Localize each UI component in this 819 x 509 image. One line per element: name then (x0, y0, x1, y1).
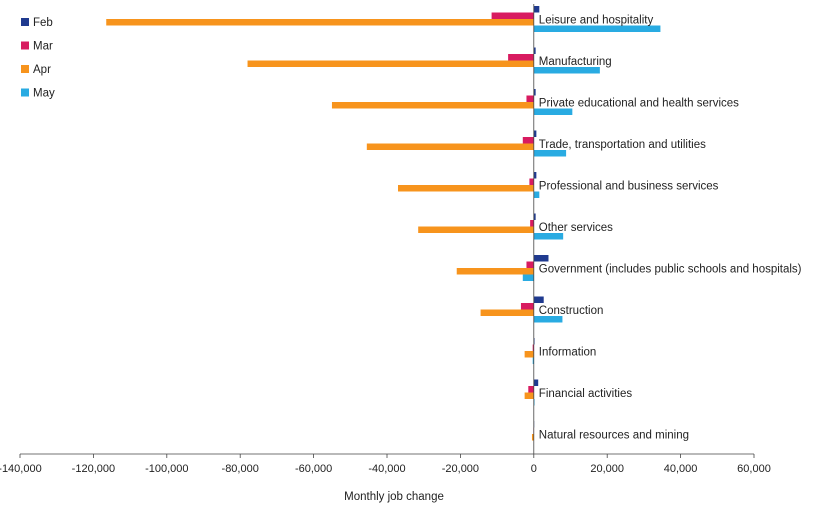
bar-apr-0 (106, 19, 534, 26)
legend-swatch-feb (21, 18, 29, 26)
category-label-1: Manufacturing (539, 56, 612, 68)
bar-feb-9 (534, 380, 538, 387)
bar-mar-3 (523, 137, 534, 144)
bar-mar-5 (530, 220, 534, 227)
legend-swatch-may (21, 89, 29, 97)
legend-swatch-apr (21, 65, 29, 73)
x-tick-label-0: -140,000 (0, 463, 42, 475)
category-label-0: Leisure and hospitality (539, 15, 654, 27)
legend: Feb Mar Apr May (21, 17, 55, 100)
bar-apr-4 (398, 185, 534, 192)
bar-apr-2 (332, 102, 534, 109)
legend-label-feb: Feb (33, 17, 53, 29)
category-label-7: Construction (539, 305, 604, 317)
category-labels: Leisure and hospitality Manufacturing Priv… (539, 15, 802, 442)
bar-mar-0 (492, 13, 534, 20)
bar-apr-3 (367, 144, 534, 151)
bar-mar-7 (521, 303, 534, 310)
category-label-10: Natural resources and mining (539, 430, 689, 442)
legend-label-apr: Apr (33, 64, 51, 76)
category-label-8: Information (539, 347, 597, 359)
x-tick-label-1: -120,000 (72, 463, 115, 475)
legend-swatch-mar (21, 42, 29, 50)
legend-label-may: May (33, 88, 55, 100)
x-tick-label-8: 20,000 (590, 463, 624, 475)
bar-apr-8 (525, 351, 534, 358)
bar-mar-9 (528, 386, 534, 393)
bar-apr-6 (457, 268, 534, 275)
bar-mar-2 (526, 96, 533, 103)
bar-mar-6 (526, 262, 533, 269)
x-tick-label-2: -100,000 (145, 463, 188, 475)
bar-apr-1 (248, 61, 534, 68)
x-tick-label-4: -60,000 (295, 463, 332, 475)
bar-apr-5 (418, 227, 534, 234)
bar-apr-7 (481, 310, 534, 317)
x-tick-label-7: 0 (531, 463, 537, 475)
x-tick-label-10: 60,000 (737, 463, 771, 475)
category-label-5: Other services (539, 222, 613, 234)
x-tick-label-6: -20,000 (442, 463, 479, 475)
category-label-9: Financial activities (539, 388, 633, 400)
x-tick-label-9: 40,000 (664, 463, 698, 475)
category-label-6: Government (includes public schools and … (539, 264, 802, 276)
bar-mar-1 (508, 54, 534, 61)
bar-may-6 (523, 275, 534, 282)
category-label-4: Professional and business services (539, 181, 719, 193)
bar-feb-7 (534, 297, 544, 304)
bar-mar-4 (529, 179, 533, 186)
category-label-3: Trade, transportation and utilities (539, 139, 706, 151)
x-axis: -140,000 -120,000 -100,000 -80,000 -60,000 -4… (0, 454, 771, 475)
x-tick-label-3: -80,000 (222, 463, 259, 475)
bar-feb-6 (534, 255, 549, 262)
category-label-2: Private educational and health services (539, 98, 739, 110)
legend-label-mar: Mar (33, 41, 53, 53)
bar-apr-9 (525, 393, 534, 400)
bar-feb-0 (534, 6, 540, 13)
x-tick-label-5: -40,000 (368, 463, 405, 475)
x-axis-title: Monthly job change (344, 491, 444, 503)
